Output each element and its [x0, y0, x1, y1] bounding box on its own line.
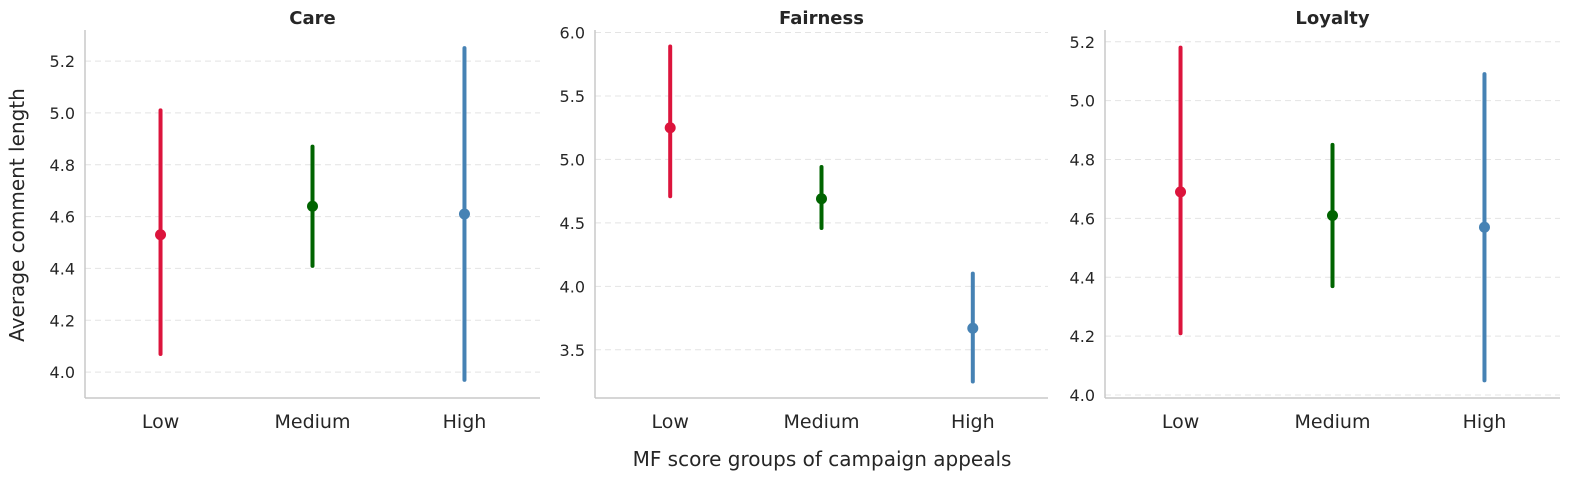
x-tick-label: Low — [1162, 411, 1199, 433]
point-high — [458, 208, 470, 220]
panel-care: 4.0 4.2 4.4 4.6 4.8 5.0 5.2 Care Low Medium High — [50, 8, 540, 433]
y-tick-label: 4.8 — [1070, 151, 1095, 170]
panel-title: Care — [289, 8, 335, 29]
y-tick-label: 3.5 — [560, 341, 585, 360]
y-tick-label: 5.2 — [1070, 33, 1095, 52]
point-low — [1175, 186, 1187, 198]
y-tick-label: 4.0 — [50, 363, 75, 382]
panel-loyalty: 4.0 4.2 4.4 4.6 4.8 5.0 5.2 Loyalty Low Medium Hig… — [1070, 8, 1560, 433]
x-tick-label: Medium — [275, 411, 351, 433]
x-tick-label: Medium — [1295, 411, 1371, 433]
y-tick-label: 5.0 — [560, 150, 585, 169]
y-tick-label: 4.6 — [1070, 209, 1095, 228]
point-medium — [307, 200, 318, 212]
y-tick-label: 4.0 — [560, 277, 585, 296]
x-tick-label: Medium — [784, 411, 860, 433]
x-tick-label: Low — [651, 411, 688, 433]
panel-title: Fairness — [779, 8, 864, 29]
x-tick-label: High — [443, 411, 487, 433]
point-low — [664, 122, 676, 134]
y-axis-label: Average comment length — [5, 88, 29, 342]
point-medium — [816, 193, 827, 205]
point-low — [155, 229, 167, 241]
y-tick-label: 4.0 — [1070, 386, 1095, 405]
y-tick-label: 4.4 — [50, 259, 75, 278]
point-high — [967, 322, 979, 334]
x-tick-label: High — [951, 411, 995, 433]
y-tick-label: 4.2 — [50, 311, 75, 330]
point-medium — [1327, 209, 1338, 221]
panel-fairness: 3.5 4.0 4.5 5.0 5.5 6.0 Fairness Low Medium High — [560, 8, 1048, 433]
y-tick-label: 4.8 — [50, 156, 75, 175]
y-tick-label: 4.6 — [50, 208, 75, 227]
x-tick-label: High — [1463, 411, 1507, 433]
y-tick-label: 5.0 — [1070, 92, 1095, 111]
y-tick-label: 5.5 — [560, 87, 585, 106]
x-tick-label: Low — [142, 411, 179, 433]
y-tick-label: 5.0 — [50, 104, 75, 123]
y-tick-label: 4.2 — [1070, 327, 1095, 346]
x-axis-label: MF score groups of campaign appeals — [633, 447, 1012, 471]
point-high — [1478, 221, 1490, 233]
panel-title: Loyalty — [1295, 8, 1369, 29]
y-tick-label: 4.4 — [1070, 268, 1095, 287]
y-tick-label: 5.2 — [50, 52, 75, 71]
y-tick-label: 6.0 — [560, 24, 585, 43]
y-tick-label: 4.5 — [560, 214, 585, 233]
